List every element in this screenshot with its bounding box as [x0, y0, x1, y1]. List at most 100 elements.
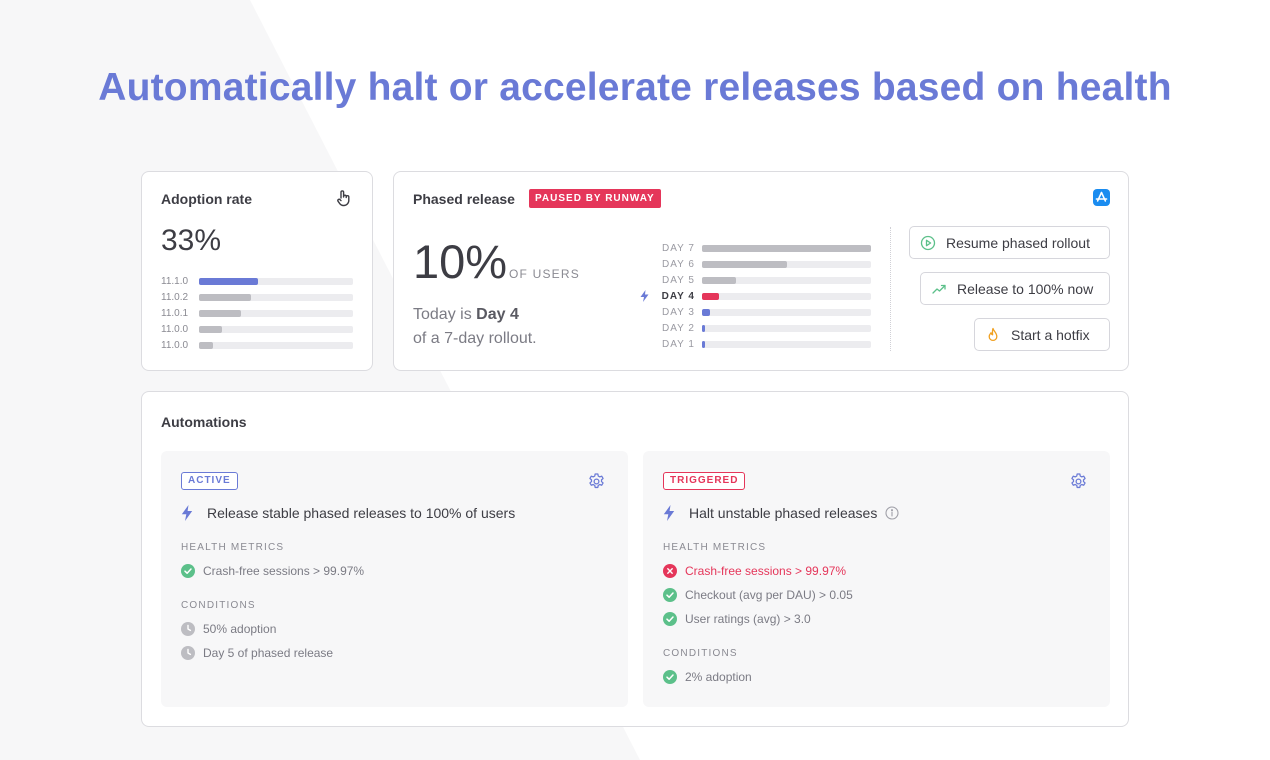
version-row: 11.0.0: [161, 337, 354, 353]
automation-panel-release: ACTIVE Release stable phased releases to…: [161, 451, 628, 707]
version-label: 11.0.0: [161, 339, 189, 351]
day-row: DAY 2: [634, 320, 874, 336]
day-row: DAY 7: [634, 240, 874, 256]
day-bar-track: [702, 260, 871, 268]
version-adoption-list: 11.1.0 11.0.2 11.0.1 11.0.0 11.0.0: [161, 273, 354, 353]
flame-icon: [988, 327, 998, 341]
day-bar-track: [702, 340, 871, 348]
trend-up-icon: [932, 284, 946, 294]
version-bar-fill: [199, 277, 258, 285]
condition-text: Day 5 of phased release: [203, 646, 334, 660]
version-bar-fill: [199, 293, 252, 301]
day-label: DAY 6: [662, 258, 695, 270]
release-to-100-button[interactable]: Release to 100% now: [920, 272, 1110, 305]
day-bar-track: [702, 276, 871, 284]
app-store-icon: [1093, 189, 1110, 206]
version-label: 11.0.0: [161, 323, 189, 335]
day-label: DAY 2: [662, 322, 695, 334]
clock-icon: [181, 622, 195, 636]
gear-icon[interactable]: [1069, 472, 1088, 491]
today-day-text: Today is Day 4: [413, 306, 519, 324]
day-bar-track: [702, 324, 871, 332]
condition-text: 2% adoption: [685, 670, 752, 684]
day-bar-fill: [702, 292, 719, 300]
health-metric-row: Crash-free sessions > 99.97%: [181, 564, 364, 578]
day-bar-fill: [702, 308, 711, 316]
adoption-rate-value: 33%: [161, 224, 222, 257]
triggered-status-badge: TRIGGERED: [663, 472, 746, 490]
version-label: 11.0.2: [161, 291, 189, 303]
automation-rule: Halt unstable phased releases: [663, 505, 899, 521]
rollout-day-list: DAY 7 DAY 6 DAY 5 DAY 4 DAY 3 DAY 2 DAY …: [634, 240, 874, 352]
day-bar-track: [702, 244, 871, 252]
version-label: 11.0.1: [161, 307, 189, 319]
check-circle-icon: [663, 670, 677, 684]
phased-release-title: Phased release: [413, 191, 515, 207]
pointer-hand-icon[interactable]: [336, 189, 352, 207]
metric-text: Checkout (avg per DAU) > 0.05: [685, 588, 853, 602]
day-label: DAY 5: [662, 274, 695, 286]
adoption-rate-card: Adoption rate 33% 11.1.0 11.0.2 11.0.1 1…: [141, 171, 373, 371]
gear-icon[interactable]: [587, 472, 606, 491]
rule-text: Halt unstable phased releases: [689, 505, 878, 521]
day-bar-track: [702, 292, 871, 300]
adoption-rate-title: Adoption rate: [161, 191, 252, 207]
release-label: Release to 100% now: [957, 280, 1094, 297]
day-bar-fill: [702, 324, 706, 332]
day-label: DAY 3: [662, 306, 695, 318]
version-bar-fill: [199, 325, 223, 333]
condition-row: Day 5 of phased release: [181, 646, 333, 660]
page-headline: Automatically halt or accelerate release…: [98, 66, 1172, 109]
check-circle-icon: [181, 564, 195, 578]
health-metric-row-failed: Crash-free sessions > 99.97%: [663, 564, 846, 578]
rollout-length-text: of a 7-day rollout.: [413, 330, 537, 347]
condition-text: 50% adoption: [203, 622, 277, 636]
today-prefix: Today is: [413, 306, 472, 323]
bolt-icon: [640, 290, 649, 302]
condition-row: 50% adoption: [181, 622, 276, 636]
hotfix-label: Start a hotfix: [1011, 326, 1090, 343]
today-day: Day 4: [476, 306, 519, 323]
x-circle-icon: [663, 564, 677, 578]
day-bar-track: [702, 308, 871, 316]
day-bar-fill: [702, 244, 871, 252]
health-metrics-label: HEALTH METRICS: [181, 542, 285, 553]
bolt-icon: [663, 505, 675, 521]
version-bar-track: [199, 309, 353, 317]
version-bar-fill: [199, 341, 213, 349]
day-label: DAY 1: [662, 338, 695, 350]
check-circle-icon: [663, 612, 677, 626]
check-circle-icon: [663, 588, 677, 602]
version-bar-fill: [199, 309, 241, 317]
info-icon[interactable]: [885, 506, 899, 520]
automation-panel-halt: TRIGGERED Halt unstable phased releases …: [643, 451, 1110, 707]
phased-release-card: Phased release PAUSED BY RUNWAY 10% OF U…: [393, 171, 1129, 371]
day-bar-fill: [702, 260, 787, 268]
version-row: 11.1.0: [161, 273, 354, 289]
day-bar-fill: [702, 340, 705, 348]
paused-status-badge: PAUSED BY RUNWAY: [529, 189, 661, 208]
play-circle-icon: [920, 235, 936, 250]
bolt-icon: [181, 505, 193, 521]
day-row: DAY 1: [634, 336, 874, 352]
start-hotfix-button[interactable]: Start a hotfix: [974, 318, 1110, 351]
day-label: DAY 4: [661, 290, 695, 302]
version-bar-track: [199, 325, 353, 333]
resume-label: Resume phased rollout: [946, 234, 1090, 251]
health-metric-row: User ratings (avg) > 3.0: [663, 612, 811, 626]
metric-text: User ratings (avg) > 3.0: [685, 612, 811, 626]
conditions-label: CONDITIONS: [181, 600, 256, 611]
version-label: 11.1.0: [161, 275, 189, 287]
day-row: DAY 6: [634, 256, 874, 272]
of-users-label: OF USERS: [509, 267, 580, 281]
day-row: DAY 3: [634, 304, 874, 320]
metric-text: Crash-free sessions > 99.97%: [203, 564, 365, 578]
phased-percent-value: 10%: [413, 235, 508, 288]
version-row: 11.0.0: [161, 321, 354, 337]
resume-phased-rollout-button[interactable]: Resume phased rollout: [909, 226, 1110, 259]
rule-text: Release stable phased releases to 100% o…: [207, 505, 516, 521]
day-label: DAY 7: [662, 242, 695, 254]
metric-text: Crash-free sessions > 99.97%: [685, 564, 847, 578]
health-metrics-label: HEALTH METRICS: [663, 542, 767, 553]
automation-rule: Release stable phased releases to 100% o…: [181, 505, 515, 521]
